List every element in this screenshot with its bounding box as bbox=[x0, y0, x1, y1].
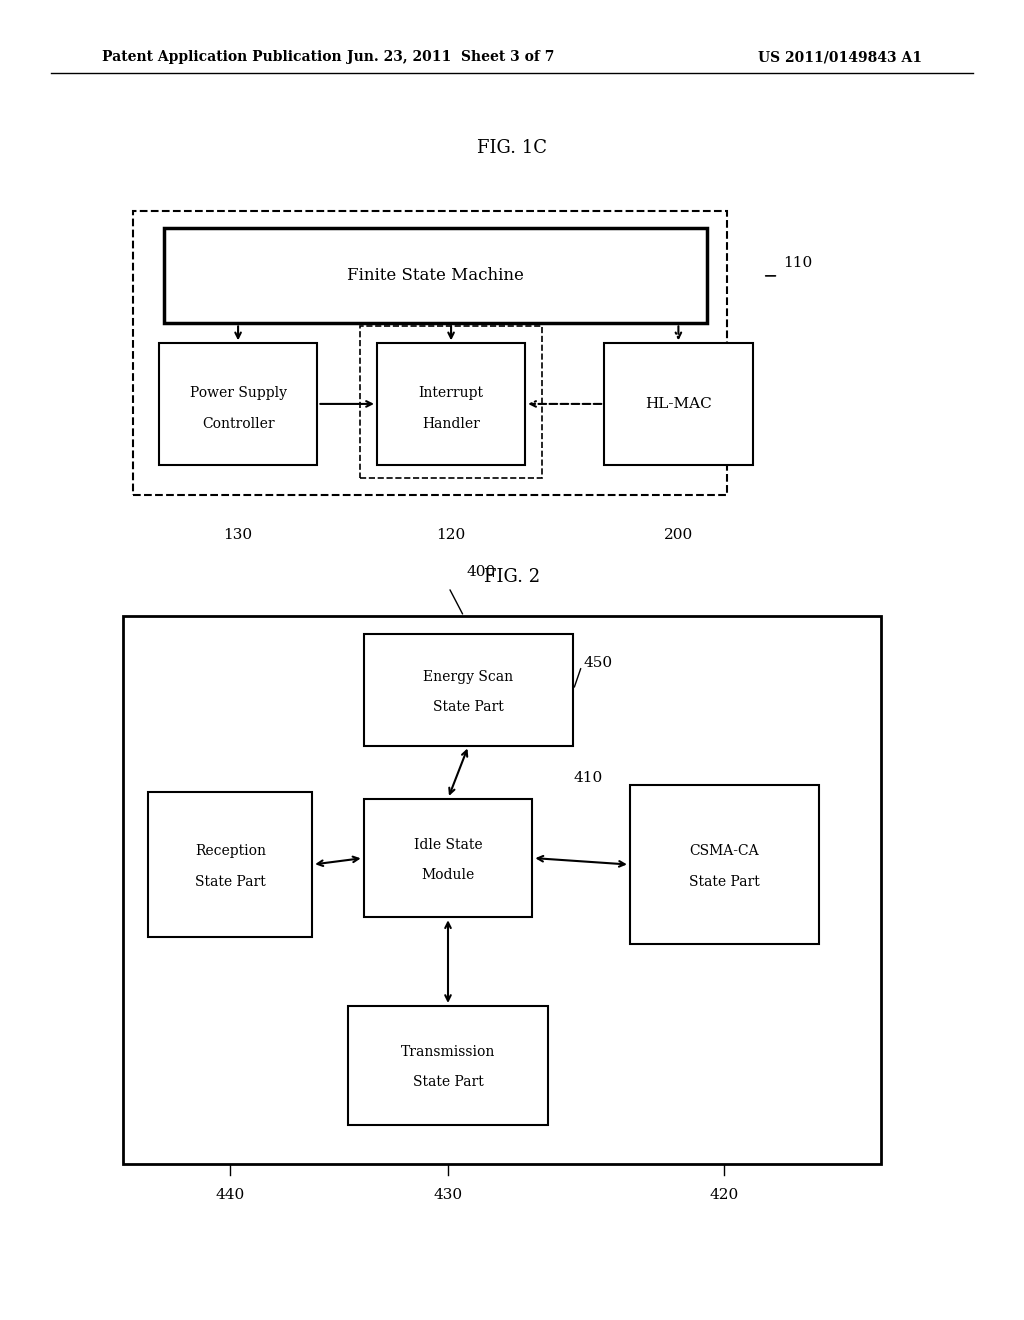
Text: CSMA-CA: CSMA-CA bbox=[690, 845, 759, 858]
Text: 400: 400 bbox=[467, 565, 496, 579]
Text: 130: 130 bbox=[223, 528, 253, 543]
Text: 450: 450 bbox=[584, 656, 612, 671]
Text: State Part: State Part bbox=[195, 875, 266, 888]
Text: Power Supply: Power Supply bbox=[189, 387, 287, 400]
Text: Handler: Handler bbox=[422, 417, 480, 430]
FancyBboxPatch shape bbox=[348, 1006, 548, 1125]
Text: Jun. 23, 2011  Sheet 3 of 7: Jun. 23, 2011 Sheet 3 of 7 bbox=[347, 50, 554, 65]
Text: Patent Application Publication: Patent Application Publication bbox=[102, 50, 342, 65]
Text: US 2011/0149843 A1: US 2011/0149843 A1 bbox=[758, 50, 922, 65]
Text: Energy Scan: Energy Scan bbox=[423, 669, 514, 684]
Text: 440: 440 bbox=[216, 1188, 245, 1203]
Text: Transmission: Transmission bbox=[400, 1045, 496, 1059]
Text: Interrupt: Interrupt bbox=[419, 387, 483, 400]
Text: 110: 110 bbox=[783, 256, 813, 269]
Text: Idle State: Idle State bbox=[414, 838, 482, 851]
FancyBboxPatch shape bbox=[133, 211, 727, 495]
Text: 430: 430 bbox=[433, 1188, 463, 1203]
Text: 120: 120 bbox=[436, 528, 466, 543]
Text: FIG. 1C: FIG. 1C bbox=[477, 139, 547, 157]
Text: State Part: State Part bbox=[413, 1076, 483, 1089]
FancyBboxPatch shape bbox=[604, 343, 753, 465]
FancyBboxPatch shape bbox=[164, 228, 707, 323]
FancyBboxPatch shape bbox=[364, 799, 532, 917]
FancyBboxPatch shape bbox=[148, 792, 312, 937]
Text: Module: Module bbox=[421, 869, 475, 882]
Text: 410: 410 bbox=[573, 771, 603, 785]
FancyBboxPatch shape bbox=[159, 343, 317, 465]
FancyBboxPatch shape bbox=[364, 634, 573, 746]
FancyBboxPatch shape bbox=[123, 616, 881, 1164]
FancyBboxPatch shape bbox=[630, 785, 819, 944]
FancyBboxPatch shape bbox=[377, 343, 525, 465]
Text: State Part: State Part bbox=[433, 700, 504, 714]
Text: 420: 420 bbox=[710, 1188, 739, 1203]
Text: HL-MAC: HL-MAC bbox=[645, 397, 712, 411]
Text: 200: 200 bbox=[664, 528, 693, 543]
Text: Finite State Machine: Finite State Machine bbox=[347, 268, 523, 284]
Text: State Part: State Part bbox=[689, 875, 760, 888]
Text: Reception: Reception bbox=[195, 845, 266, 858]
Text: FIG. 2: FIG. 2 bbox=[484, 568, 540, 586]
Text: Controller: Controller bbox=[202, 417, 274, 430]
